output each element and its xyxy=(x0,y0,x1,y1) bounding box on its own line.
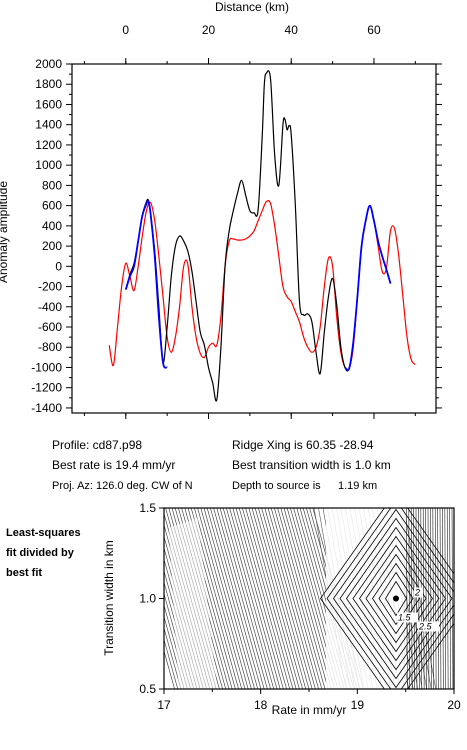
contour-line xyxy=(438,508,439,689)
contour-line xyxy=(462,508,463,689)
y-tick-label: -1000 xyxy=(31,360,62,374)
profile-plot: Distance (km) Anomaly amplitude 0 20 40 60 2… xyxy=(0,0,442,419)
contour-y-tick-label: 1.0 xyxy=(139,592,156,606)
contour-line xyxy=(416,508,417,689)
y-tick-label: -800 xyxy=(38,340,62,354)
y-tick-label: 1600 xyxy=(35,97,62,111)
contour-line xyxy=(423,508,424,689)
y-tick-label: 1800 xyxy=(35,77,62,91)
best-width-text: Best transition width is 1.0 km xyxy=(232,458,391,472)
model-fit-line-right xyxy=(345,206,391,371)
contour-line xyxy=(428,508,429,689)
contour-plot: Rate in mm/yr Transition width in km 2 1.… xyxy=(102,492,467,718)
y-tick-label: -400 xyxy=(38,300,62,314)
contour-light-wedge xyxy=(169,518,217,689)
contour-label: 2.5 xyxy=(418,622,433,632)
contour-x-tick-label: 20 xyxy=(447,698,461,712)
top-plot-lines xyxy=(109,71,415,401)
ridge-xing-text: Ridge Xing is 60.35 -28.94 xyxy=(232,438,374,452)
contour-line xyxy=(411,508,412,689)
y-tick-label: 1200 xyxy=(35,138,62,152)
top-plot-border xyxy=(72,64,436,413)
contour-line xyxy=(440,508,441,689)
contour-label: 2 xyxy=(414,588,420,598)
depth-value-text: 1.19 km xyxy=(338,480,377,492)
top-x-tick-label: 40 xyxy=(285,23,299,37)
best-rate-text: Best rate is 19.4 mm/yr xyxy=(52,458,175,472)
y-tick-label: 600 xyxy=(42,199,62,213)
contour-x-tick-label: 19 xyxy=(351,698,365,712)
top-x-tick-label: 0 xyxy=(122,23,129,37)
y-tick-label: 1000 xyxy=(35,158,62,172)
contour-x-axis-label: Rate in mm/yr xyxy=(272,703,347,717)
contour-y-tick-label: 1.5 xyxy=(139,501,156,515)
top-x-tick-label: 20 xyxy=(202,23,216,37)
contour-line xyxy=(464,508,465,689)
contour-line xyxy=(442,508,443,689)
top-x-tick-label: 60 xyxy=(367,23,381,37)
profile-text: Profile: cd87.p98 xyxy=(52,438,142,452)
contour-y-tick-label: 0.5 xyxy=(139,682,156,696)
contour-line xyxy=(435,508,436,689)
best-fit-point xyxy=(393,596,399,602)
y-axis-label: Anomaly amplitude xyxy=(0,181,10,283)
contour-y-axis-label: Transition width in km xyxy=(102,540,116,656)
side-note-line-2: fit divided by xyxy=(6,547,75,559)
synthetic-profile-line xyxy=(109,201,415,371)
y-tick-label: 400 xyxy=(42,219,62,233)
contour-x-tick-label: 18 xyxy=(254,698,268,712)
y-tick-label: 2000 xyxy=(35,57,62,71)
observed-profile-line xyxy=(126,71,391,401)
y-tick-label: 1400 xyxy=(35,118,62,132)
contour-line xyxy=(409,508,410,689)
y-tick-label: -1400 xyxy=(31,401,62,415)
contour-line xyxy=(457,508,458,689)
contour-x-tick-label: 17 xyxy=(157,698,171,712)
y-tick-label: -1200 xyxy=(31,381,62,395)
y-tick-label: -600 xyxy=(38,320,62,334)
side-note-line-1: Least-squares xyxy=(6,527,81,539)
contour-line xyxy=(447,508,448,689)
depth-label-text: Depth to source is xyxy=(232,480,321,492)
y-tick-label: 800 xyxy=(42,178,62,192)
contour-line xyxy=(459,508,460,689)
y-tick-label: 200 xyxy=(42,239,62,253)
side-note: Least-squares fit divided by best fit xyxy=(6,527,81,579)
info-block: Profile: cd87.p98 Ridge Xing is 60.35 -2… xyxy=(52,438,391,492)
side-note-line-3: best fit xyxy=(6,567,42,579)
proj-az-text: Proj. Az: 126.0 deg. CW of N xyxy=(52,480,193,492)
y-tick-label: -200 xyxy=(38,280,62,294)
contour-label: 1.5 xyxy=(398,613,412,623)
y-tick-label: 0 xyxy=(55,259,62,273)
top-plot-frame xyxy=(72,64,436,413)
contour-line xyxy=(421,508,422,689)
top-x-axis-label: Distance (km) xyxy=(215,0,289,14)
contour-line xyxy=(450,508,451,689)
